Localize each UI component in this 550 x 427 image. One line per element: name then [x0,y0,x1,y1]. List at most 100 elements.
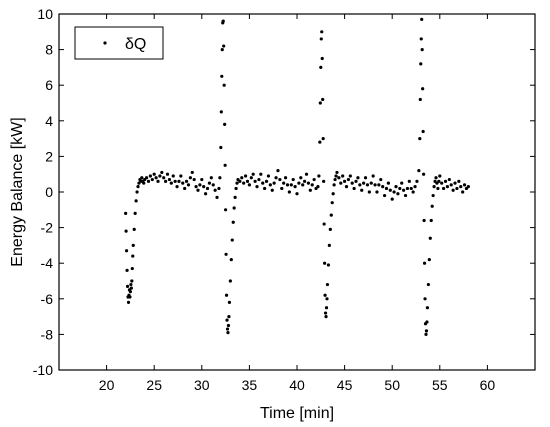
data-point [261,181,265,185]
x-tick-label: 25 [146,377,162,393]
data-point [422,172,426,176]
data-point [126,300,131,304]
data-point [263,186,267,191]
data-point [334,174,338,178]
y-tick-label: 4 [45,113,53,129]
data-point [350,181,354,185]
data-point [437,179,441,183]
data-point [394,185,398,189]
data-point [422,218,426,223]
data-point [156,179,160,183]
data-point [352,186,356,191]
data-point [235,181,239,185]
data-point [402,188,406,192]
data-point [131,243,135,247]
data-point [306,181,311,185]
data-point [202,185,206,189]
x-axis: 20 25 30 35 40 45 50 55 60 [99,14,495,393]
x-tick-label: 50 [384,377,400,393]
data-point [194,185,198,189]
data-point [124,211,128,215]
data-point [377,183,381,187]
data-point [310,183,314,187]
data-point [321,137,325,141]
y-axis: -10 -8 -6 -4 -2 0 2 4 6 8 10 [33,6,535,378]
data-point [220,74,224,78]
data-point [390,197,394,201]
data-point [360,188,364,192]
data-point [331,192,335,196]
data-point [162,176,166,180]
data-point [321,97,325,102]
data-point [396,192,400,196]
data-point [278,177,282,182]
data-point [209,176,213,180]
data-point [449,183,453,187]
data-point [219,110,223,114]
data-point [142,181,146,185]
data-point [227,300,232,304]
data-point [188,176,192,180]
data-point [152,172,156,176]
data-point [432,185,436,189]
data-point [293,185,297,189]
data-point [424,329,429,333]
data-point [232,206,236,210]
data-point [392,190,396,194]
data-point [461,190,465,194]
y-tick-label: -6 [41,291,54,307]
data-point [211,183,215,187]
data-point [224,208,228,212]
legend-box [74,26,164,60]
data-point [343,179,347,183]
data-point [457,179,461,183]
data-point [287,190,291,194]
data-point [369,181,373,185]
data-point [339,181,343,185]
data-point [175,185,179,189]
data-point [227,315,231,319]
data-point [333,177,337,182]
data-point [386,181,390,185]
data-point [436,186,440,191]
data-point [218,176,222,180]
data-point [230,238,234,242]
data-point [283,176,288,180]
data-point [382,193,387,198]
data-point [190,170,194,175]
data-point [426,282,430,287]
data-point [308,188,312,192]
data-point [219,145,223,150]
data-point [431,193,435,198]
data-point [335,170,339,175]
data-point [403,193,408,198]
data-point [272,181,276,185]
data-point [312,177,316,182]
data-point [169,181,173,185]
data-point [247,183,251,187]
data-point [134,199,138,203]
data-point [316,185,320,189]
data-point [324,306,329,310]
data-point [344,185,349,189]
data-point [253,179,257,183]
legend-label: δQ [125,36,146,53]
data-point [242,181,246,185]
data-point [285,183,290,187]
data-point [348,174,352,178]
data-point [220,48,224,52]
data-point [238,179,242,183]
data-point [259,172,263,176]
data-point [233,195,237,199]
data-point [346,177,351,182]
data-point [164,179,168,183]
y-tick-label: 6 [45,77,53,93]
data-point [221,19,225,23]
data-point [223,122,227,126]
data-point [330,201,334,205]
data-point [154,176,158,180]
data-point [326,263,331,267]
data-point [204,192,208,196]
data-point [445,185,450,189]
data-point [388,188,392,192]
